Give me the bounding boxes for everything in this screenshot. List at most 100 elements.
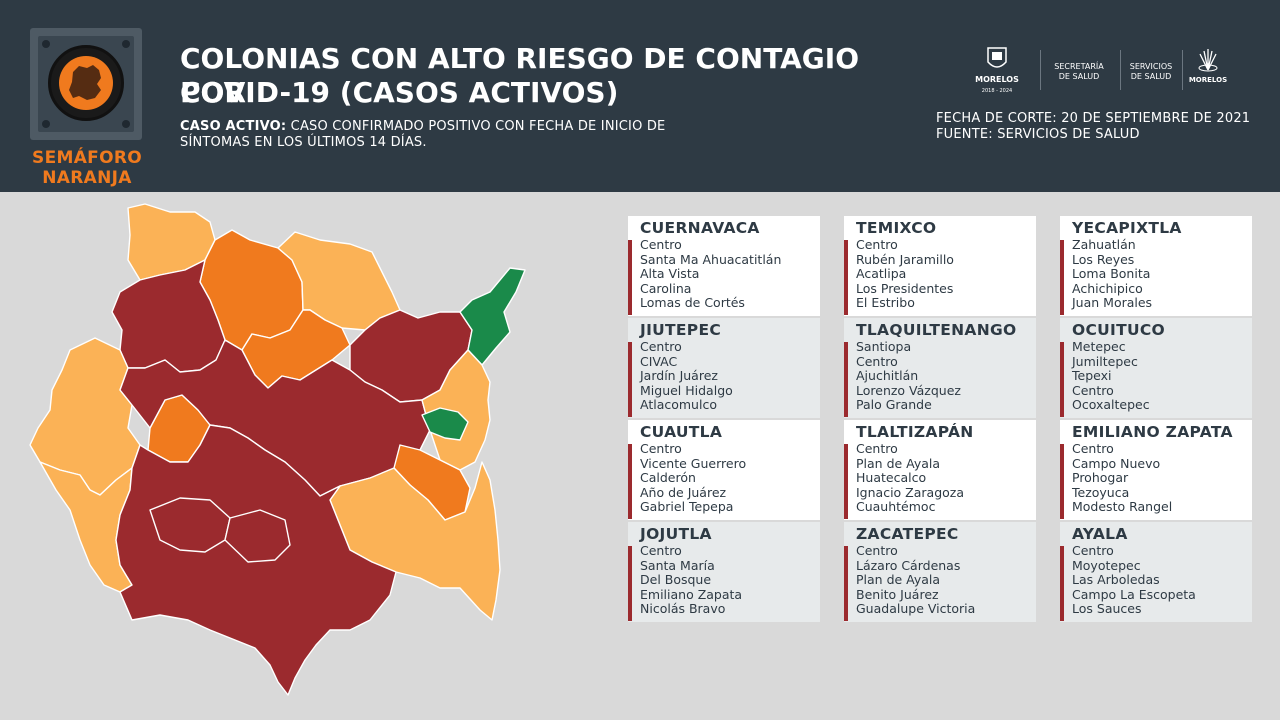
municipio-name: JOJUTLA [640, 525, 712, 543]
colonia-item: Lomas de Cortés [640, 295, 745, 311]
semaforo-label-line1: SEMÁFORO [32, 148, 142, 168]
colonia-item: Santa Ma Ahuacatitlán [640, 251, 782, 267]
municipio-card: TLAQUILTENANGO Santiopa Centro Ajuchitlá… [844, 318, 1036, 418]
accent-bar [628, 342, 632, 417]
colonia-item: Loma Bonita [1072, 266, 1151, 282]
colonia-item: Gabriel Tepepa [640, 499, 734, 515]
colonia-item: Cuauhtémoc [856, 499, 936, 515]
colonia-item: Plan de Ayala [856, 572, 941, 588]
accent-bar [628, 546, 632, 621]
definition-term: CASO ACTIVO: [180, 119, 287, 134]
colonia-item: Metepec [1072, 339, 1126, 354]
colonia-item: Atlacomulco [640, 397, 717, 413]
accent-bar [844, 342, 848, 417]
municipio-name: JIUTEPEC [640, 321, 722, 339]
colonia-item: Centro [640, 237, 682, 252]
colonia-item: Huatecalco [856, 470, 927, 486]
header: SEMÁFORO NARANJA COLONIAS CON ALTO RIESG… [0, 0, 1280, 192]
colonia-item: Miguel Hidalgo [640, 382, 733, 398]
partner1-sub: 2018 - 2024 [981, 88, 1013, 94]
colonia-item: Del Bosque [640, 572, 712, 588]
accent-bar [844, 444, 848, 519]
colonia-item: Ajuchitlán [856, 368, 919, 384]
colonia-item: Plan de Ayala [856, 455, 941, 471]
colonia-item: Los Reyes [1072, 251, 1135, 267]
municipio-card: JOJUTLA Centro Santa María Del Bosque Em… [628, 522, 820, 622]
colonia-item: Vicente Guerrero [640, 455, 747, 471]
colonia-item: Centro [1072, 382, 1114, 398]
morelos-flower-logo: MORELOS [1186, 48, 1230, 85]
colonia-item: Santa María [640, 557, 715, 573]
definition-text: CASO CONFIRMADO POSITIVO CON FECHA DE IN… [180, 119, 666, 150]
accent-bar [844, 240, 848, 315]
municipio-name: TLALTIZAPÁN [856, 423, 974, 441]
colonia-item: Santiopa [856, 339, 912, 354]
accent-bar [1060, 444, 1064, 519]
colonia-item: CIVAC [640, 353, 678, 369]
colonias-list: Metepec Jumiltepec Tepexi Centro Ocoxalt… [1072, 339, 1150, 413]
municipio-name: YECAPIXTLA [1072, 219, 1182, 237]
municipio-card: TLALTIZAPÁN Centro Plan de Ayala Huateca… [844, 420, 1036, 520]
colonia-item: Centro [856, 441, 898, 456]
colonia-item: Año de Juárez [640, 484, 727, 500]
traffic-light-icon [48, 45, 124, 121]
municipio-name: AYALA [1072, 525, 1128, 543]
colonia-item: Jumiltepec [1072, 353, 1138, 369]
colonia-item: El Estribo [856, 295, 915, 311]
colonia-item: Calderón [640, 470, 696, 486]
colonia-item: Lázaro Cárdenas [856, 557, 961, 573]
municipio-name: EMILIANO ZAPATA [1072, 423, 1233, 441]
colonia-item: Guadalupe Victoria [856, 601, 976, 617]
colonia-item: Centro [856, 543, 898, 558]
metadata: FECHA DE CORTE: 20 DE SEPTIEMBRE DE 2021… [936, 111, 1250, 143]
divider [1040, 50, 1041, 90]
municipio-card: AYALA Centro Moyotepec Las Arboledas Cam… [1060, 522, 1252, 622]
fecha-corte: FECHA DE CORTE: 20 DE SEPTIEMBRE DE 2021 [936, 111, 1251, 126]
colonias-list: Centro Moyotepec Las Arboledas Campo La … [1072, 543, 1196, 617]
municipio-card: YECAPIXTLA Zahuatlán Los Reyes Loma Boni… [1060, 216, 1252, 316]
colonias-list: Centro Lázaro Cárdenas Plan de Ayala Ben… [856, 543, 976, 617]
accent-bar [628, 240, 632, 315]
accent-bar [1060, 546, 1064, 621]
municipio-name: TLAQUILTENANGO [856, 321, 1017, 339]
colonia-item: Ignacio Zaragoza [856, 484, 964, 500]
colonia-item: Las Arboledas [1072, 572, 1160, 588]
colonia-item: Prohogar [1072, 470, 1129, 486]
colonia-item: Centro [640, 339, 682, 354]
municipio-card: CUERNAVACA Centro Santa Ma Ahuacatitlán … [628, 216, 820, 316]
colonias-list: Centro Campo Nuevo Prohogar Tezoyuca Mod… [1072, 441, 1173, 515]
page-title-line2: COVID-19 (CASOS ACTIVOS) [180, 76, 619, 109]
colonia-item: Campo La Escopeta [1072, 586, 1196, 602]
colonia-item: Modesto Rangel [1072, 499, 1173, 515]
colonia-item: Los Presidentes [856, 280, 954, 296]
semaforo-label-line2: NARANJA [42, 168, 132, 188]
colonias-list: Centro Santa María Del Bosque Emiliano Z… [640, 543, 742, 617]
colonia-item: Centro [856, 237, 898, 252]
semaforo-label: SEMÁFORO NARANJA [22, 148, 152, 188]
municipio-name: CUERNAVACA [640, 219, 760, 237]
partner-logos: MORELOS 2018 - 2024 SECRETARÍA DE SALUD S… [970, 44, 1240, 96]
colonia-item: Centro [1072, 441, 1114, 456]
map-region-green-ne [459, 267, 526, 366]
colonia-item: Palo Grande [856, 397, 932, 413]
flower-icon [1198, 49, 1218, 72]
morelos-map [29, 203, 526, 696]
colonia-item: Carolina [640, 280, 692, 296]
colonia-item: Acatlipa [856, 266, 907, 282]
colonia-item: Rubén Jaramillo [856, 251, 954, 267]
accent-bar [628, 444, 632, 519]
map-region-light-east [421, 349, 491, 471]
screw-icon [122, 120, 130, 128]
municipio-name: OCUITUCO [1072, 321, 1166, 339]
colonia-item: Lorenzo Vázquez [856, 382, 961, 398]
colonia-item: Jardín Juárez [640, 368, 718, 384]
colonia-item: Alta Vista [640, 266, 700, 282]
accent-bar [844, 546, 848, 621]
divider [1120, 50, 1121, 90]
colonia-item: Tepexi [1072, 368, 1112, 384]
accent-bar [1060, 240, 1064, 315]
morelos-logo: MORELOS 2018 - 2024 [972, 46, 1022, 96]
screw-icon [42, 120, 50, 128]
colonia-item: Centro [640, 543, 682, 558]
colonia-item: Juan Morales [1072, 295, 1153, 311]
